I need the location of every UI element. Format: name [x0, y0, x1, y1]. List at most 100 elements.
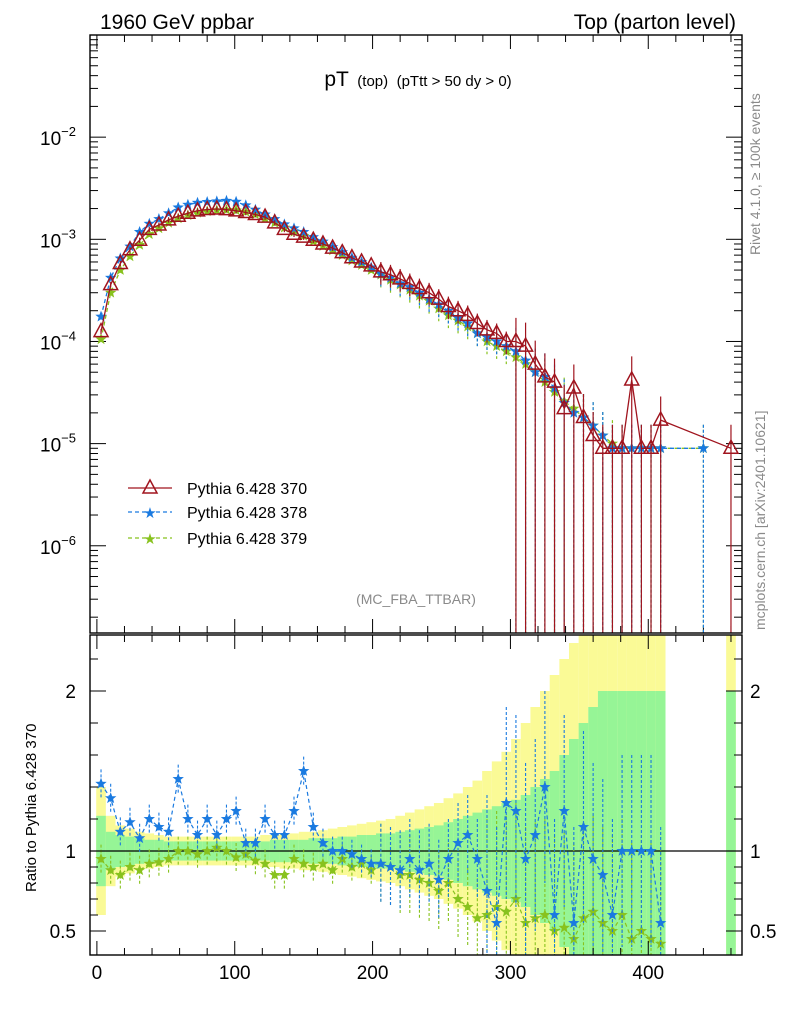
ratio-point	[529, 912, 541, 924]
ratio-point	[413, 873, 426, 885]
ratio-point	[587, 853, 599, 864]
ratio-point	[490, 917, 503, 928]
ratio-point	[259, 813, 271, 824]
data-point	[440, 296, 457, 313]
ratio-point	[124, 861, 136, 872]
ratio-point	[269, 829, 281, 840]
ratio-ytick-label-right: 1	[750, 842, 761, 863]
data-point	[546, 372, 563, 388]
data-point	[169, 206, 187, 223]
legend-label-378: Pythia 6.428 378	[187, 505, 307, 522]
data-point	[604, 438, 621, 455]
header-right: Top (parton level)	[574, 11, 736, 34]
ratio-point	[481, 885, 493, 896]
band-green-bin	[655, 691, 666, 955]
ratio-point	[143, 813, 155, 824]
ratio-point	[558, 805, 570, 816]
main-ytick-label: 10−3	[40, 226, 76, 252]
ratio-point	[404, 853, 416, 864]
data-point	[411, 278, 428, 295]
ratio-point	[191, 829, 204, 840]
data-point	[722, 438, 740, 455]
rivet-label: Rivet 4.1.0, ≥ 100k events	[747, 93, 763, 255]
data-point	[305, 230, 322, 246]
ratio-point	[606, 909, 619, 920]
ratio-panel: 0.5 0.5 1 1 2 2 0 100 200 300 400 Ratio to Pythia …	[23, 634, 776, 984]
data-point	[613, 438, 631, 455]
data-point	[237, 202, 255, 219]
ratio-series-378	[95, 691, 667, 955]
data-point	[575, 407, 592, 424]
ratio-point	[114, 825, 126, 837]
ratio-point	[288, 853, 300, 864]
ratio-point	[201, 813, 213, 824]
data-point	[697, 442, 710, 454]
ratio-point	[510, 893, 522, 904]
ratio-point	[365, 857, 377, 869]
ratio-point	[597, 917, 609, 928]
ratio-point	[162, 853, 175, 864]
legend-entry-378: ★ Pythia 6.428 378	[128, 505, 307, 522]
ratio-point	[269, 869, 281, 880]
main-ytick-mantissa: 10	[40, 538, 61, 559]
ratio-point	[510, 805, 522, 816]
ratio-point	[105, 792, 117, 804]
series-line	[100, 208, 732, 449]
data-point	[652, 410, 669, 426]
xtick-label: 100	[219, 963, 251, 984]
ratio-point	[355, 857, 368, 869]
data-point	[633, 438, 650, 455]
ratio-point	[442, 853, 455, 864]
data-point	[307, 231, 319, 242]
main-ytick-mantissa: 10	[40, 231, 61, 252]
ratio-point	[133, 832, 146, 844]
ratio-point	[616, 909, 628, 920]
data-point	[249, 203, 262, 215]
legend-entry-370: Pythia 6.428 370	[128, 478, 307, 498]
ratio-point	[539, 909, 551, 920]
data-point	[143, 217, 155, 229]
band-green-bin	[726, 691, 736, 955]
ratio-point	[95, 777, 107, 789]
ratio-point	[162, 825, 175, 837]
ratio-point	[433, 873, 445, 885]
main-ytick-exponent: −5	[61, 431, 76, 446]
ratio-point	[346, 848, 358, 860]
data-point	[230, 195, 242, 207]
series-line	[100, 209, 704, 449]
legend-marker-370	[141, 478, 159, 494]
main-ytick-mantissa: 10	[40, 436, 61, 457]
data-point	[623, 370, 640, 386]
data-point	[333, 243, 351, 259]
main-frame	[89, 34, 743, 634]
plot-title-main: pT	[324, 68, 349, 91]
data-point	[498, 331, 515, 348]
legend-marker-378: ★	[143, 505, 156, 522]
ratio-point	[635, 845, 648, 856]
main-ytick-exponent: −4	[61, 328, 76, 343]
data-point	[112, 253, 129, 270]
data-point	[324, 238, 341, 254]
data-point	[526, 354, 544, 370]
data-point	[420, 283, 438, 299]
data-point	[179, 203, 197, 219]
series-379	[95, 203, 710, 633]
data-point	[153, 222, 165, 234]
ratio-point	[124, 816, 136, 828]
plot-title-sub: (top)	[357, 73, 388, 90]
ratio-point	[568, 917, 580, 928]
ratio-point	[597, 869, 609, 880]
ratio-point	[182, 813, 194, 824]
ratio-ytick-label: 0.5	[50, 922, 76, 943]
data-point	[102, 275, 119, 291]
header-left: 1960 GeV ppbar	[100, 11, 254, 34]
legend-label-379: Pythia 6.428 379	[187, 531, 307, 548]
data-point	[343, 248, 361, 264]
data-point	[133, 239, 146, 250]
data-point	[295, 227, 312, 243]
ratio-point	[105, 864, 117, 876]
legend-marker-379: ★	[143, 531, 156, 548]
ratio-point	[577, 821, 590, 832]
ratio-point	[539, 781, 551, 792]
ratio-point	[211, 829, 223, 840]
